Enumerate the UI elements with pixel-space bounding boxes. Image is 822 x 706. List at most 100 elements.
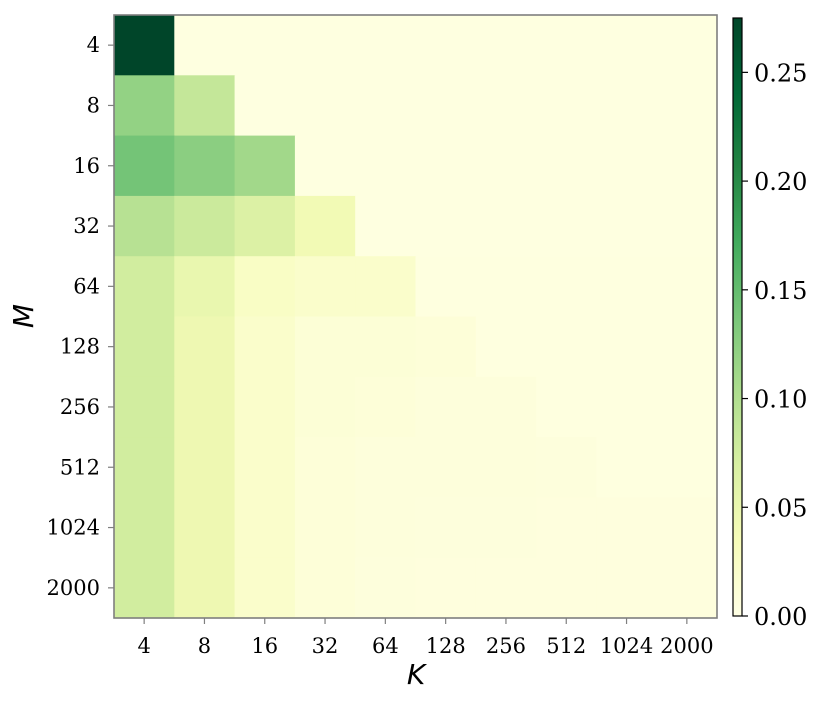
- heatmap-cell: [475, 376, 537, 438]
- heatmap-cell: [174, 376, 236, 438]
- heatmap-cell: [415, 135, 477, 197]
- heatmap-cell: [294, 256, 356, 318]
- heatmap-cell: [355, 15, 417, 76]
- heatmap-cell: [234, 256, 296, 318]
- heatmap-cell: [174, 135, 236, 197]
- heatmap-cell: [415, 256, 477, 318]
- heatmap-cell: [536, 557, 597, 619]
- heatmap-cell: [114, 135, 175, 197]
- y-tick-label: 16: [73, 154, 100, 178]
- heatmap-cell: [536, 376, 597, 438]
- colorbar-tick-label: 0.10: [754, 386, 807, 414]
- heatmap-cell: [475, 557, 537, 619]
- x-tick-label: 8: [198, 634, 211, 658]
- colorbar-tick-label: 0.05: [754, 494, 807, 522]
- heatmap-cell: [355, 256, 417, 318]
- heatmap-cell: [656, 195, 718, 257]
- heatmap-cell: [475, 195, 537, 257]
- colorbar-ticks: 0.00 0.05 0.10 0.15 0.20 0.25: [742, 59, 807, 631]
- heatmap-cell: [415, 75, 477, 137]
- heatmap-cell: [114, 75, 175, 137]
- heatmap-cell: [114, 557, 175, 619]
- heatmap-cell: [294, 437, 356, 498]
- y-tick-label: 1024: [47, 516, 100, 540]
- heatmap-cell: [596, 437, 658, 498]
- heatmap-cell: [174, 195, 236, 257]
- heatmap-cell: [174, 557, 236, 619]
- heatmap-cell: [234, 557, 296, 619]
- heatmap-cell: [656, 437, 718, 498]
- heatmap-cell: [536, 195, 597, 257]
- heatmap-cell: [415, 437, 477, 498]
- heatmap-cell: [355, 195, 417, 257]
- heatmap-cell: [415, 376, 477, 438]
- y-tick-label: 4: [87, 33, 100, 57]
- x-tick-label: 32: [312, 634, 339, 658]
- colorbar: [732, 17, 743, 617]
- heatmap-cell: [536, 15, 597, 76]
- y-tick-label: 256: [60, 395, 100, 419]
- y-tick-label: 2000: [47, 576, 100, 600]
- heatmap-cell: [114, 497, 175, 559]
- heatmap-cell: [596, 135, 658, 197]
- heatmap-cell: [174, 316, 236, 378]
- heatmap-cell: [114, 316, 175, 378]
- heatmap-cell: [234, 135, 296, 197]
- heatmap-cell: [475, 497, 537, 559]
- colorbar-tick-label: 0.20: [754, 168, 807, 196]
- heatmap-cell: [596, 256, 658, 318]
- heatmap-cell: [234, 195, 296, 257]
- colorbar-tick-label: 0.25: [754, 59, 807, 87]
- heatmap-cell: [114, 376, 175, 438]
- heatmap-cell: [536, 135, 597, 197]
- heatmap-cell: [355, 437, 417, 498]
- y-tick-labels: 4 8 16 32 64 128 256 512 1024 2000: [47, 33, 114, 600]
- colorbar-tick-label: 0.15: [754, 277, 807, 305]
- heatmap-cell: [536, 497, 597, 559]
- heatmap-cell: [294, 557, 356, 619]
- heatmap-cell: [294, 75, 356, 137]
- heatmap-cell: [174, 75, 236, 137]
- heatmap-cell: [234, 497, 296, 559]
- plot-frame: [113, 14, 718, 619]
- heatmap-cell: [656, 497, 718, 559]
- colorbar-tick-label: 0.00: [754, 603, 807, 631]
- heatmap-cell: [536, 256, 597, 318]
- x-tick-label: 1024: [600, 634, 653, 658]
- x-tick-label: 16: [251, 634, 278, 658]
- heatmap-cell: [415, 15, 477, 76]
- heatmap-cell: [475, 437, 537, 498]
- heatmap-cell: [475, 316, 537, 378]
- heatmap-cell: [355, 497, 417, 559]
- heatmap-cell: [234, 75, 296, 137]
- heatmap-cell: [415, 195, 477, 257]
- y-tick-label: 512: [60, 455, 100, 479]
- y-tick-label: 128: [60, 335, 100, 359]
- heatmap-cell: [114, 437, 175, 498]
- heatmap-cell: [174, 256, 236, 318]
- heatmap-cell: [656, 256, 718, 318]
- heatmap-cell: [596, 75, 658, 137]
- y-tick-label: 8: [87, 93, 100, 117]
- heatmap-cell: [475, 256, 537, 318]
- heatmap-cell: [294, 316, 356, 378]
- heatmap-cell: [536, 316, 597, 378]
- x-tick-label: 512: [546, 634, 586, 658]
- heatmap-cell: [234, 316, 296, 378]
- x-tick-label: 2000: [660, 634, 713, 658]
- heatmap-cell: [596, 15, 658, 76]
- heatmap-cell: [415, 497, 477, 559]
- x-tick-label: 128: [426, 634, 466, 658]
- heatmap-cell: [174, 437, 236, 498]
- heatmap-cell: [475, 15, 537, 76]
- heatmap-cell: [596, 316, 658, 378]
- heatmap-cell: [114, 195, 175, 257]
- heatmap-cell: [355, 376, 417, 438]
- heatmap-cell: [114, 256, 175, 318]
- y-tick-label: 64: [73, 274, 100, 298]
- heatmap-cell: [355, 557, 417, 619]
- heatmap-cell: [656, 557, 718, 619]
- x-tick-label: 256: [486, 634, 526, 658]
- x-tick-label: 64: [372, 634, 399, 658]
